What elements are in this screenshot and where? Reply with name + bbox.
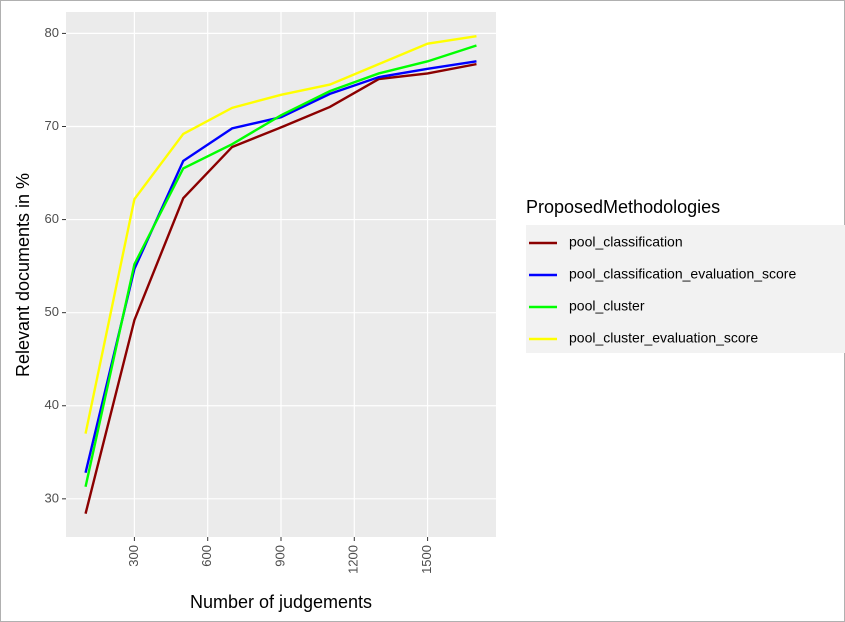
legend-label: pool_classification (569, 234, 683, 250)
y-tick-label: 30 (45, 490, 59, 505)
x-tick-label: 600 (199, 545, 214, 567)
x-tick-label: 1200 (346, 545, 361, 574)
series-line (84, 62, 477, 515)
y-tick-label: 70 (45, 118, 59, 133)
y-tick-label: 40 (45, 397, 59, 412)
y-axis-title: Relevant documents in % (13, 173, 33, 377)
series-line (84, 35, 477, 434)
legend-label: pool_cluster (569, 298, 645, 314)
x-tick-label: 1500 (419, 545, 434, 574)
y-tick-label: 50 (45, 304, 59, 319)
y-tick-label: 60 (45, 211, 59, 226)
x-tick-label: 900 (272, 545, 287, 567)
x-tick-label: 300 (126, 545, 141, 567)
x-axis-title: Number of judgements (190, 592, 372, 612)
legend-title: ProposedMethodologies (526, 197, 720, 217)
y-tick-label: 80 (45, 25, 59, 40)
legend-background (526, 225, 845, 353)
legend-label: pool_classification_evaluation_score (569, 266, 796, 282)
legend-label: pool_cluster_evaluation_score (569, 330, 758, 346)
series-line (84, 44, 477, 487)
